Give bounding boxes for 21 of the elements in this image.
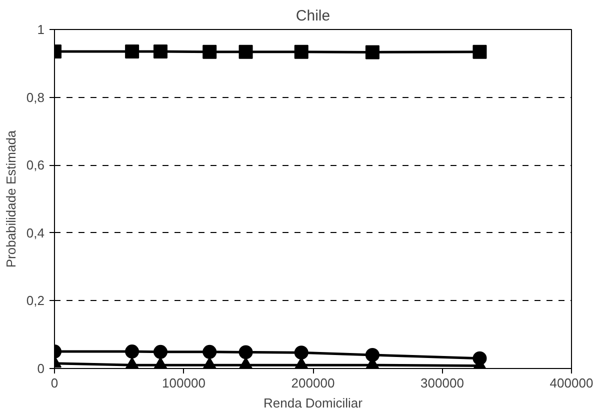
chart-title: Chile [296, 8, 330, 24]
x-tick-label: 0 [50, 376, 58, 390]
y-tick-label: 0 [37, 361, 45, 376]
point [294, 44, 308, 59]
point [472, 44, 487, 59]
x-tick-label: 200000 [291, 376, 335, 390]
y-tick-label: 0,2 [26, 293, 45, 308]
point [365, 45, 380, 60]
point [125, 44, 140, 59]
x-tick-label: 100000 [162, 376, 206, 390]
y-tick-label: 0,8 [26, 90, 45, 105]
y-axis-title: Probabilidade Estimada [3, 130, 18, 268]
x-tick-label: 400000 [550, 376, 594, 390]
point [153, 44, 168, 59]
point [202, 44, 217, 59]
y-tick-label: 0,4 [26, 225, 45, 240]
y-tick-label: 0,6 [26, 158, 45, 173]
y-tick-label: 1 [37, 22, 45, 37]
point [238, 44, 253, 59]
x-tick-label: 300000 [420, 376, 464, 390]
x-axis-title: Renda Domiciliar [264, 396, 364, 410]
